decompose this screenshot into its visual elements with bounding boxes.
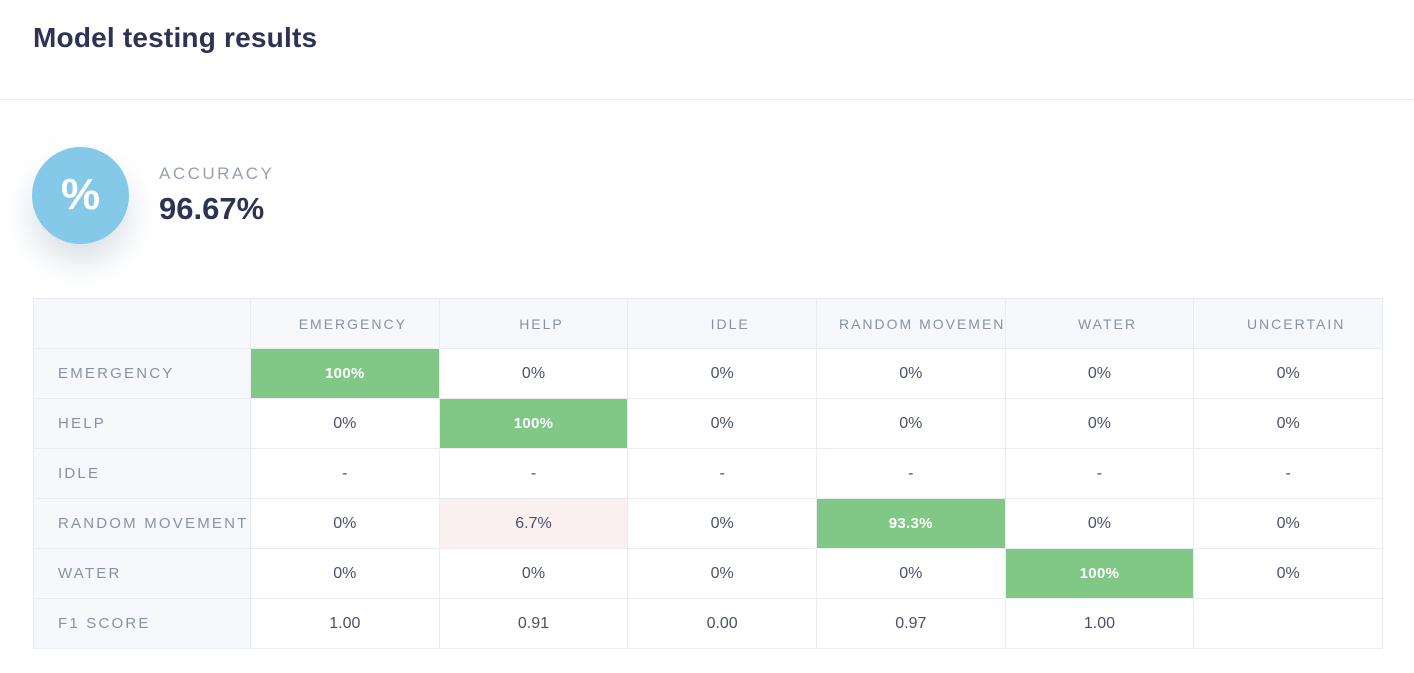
percent-icon-glyph: %: [60, 170, 101, 219]
matrix-cell: 0%: [1193, 398, 1383, 449]
row-label-idle: IDLE: [33, 448, 251, 499]
matrix-cell: -: [438, 448, 629, 499]
row-label-emergency: EMERGENCY: [33, 348, 251, 399]
matrix-cell: 0%: [815, 398, 1006, 449]
confusion-matrix-section: EMERGENCY HELP IDLE RANDOM MOVEMENT WATE…: [33, 298, 1383, 649]
matrix-cell: 0%: [815, 548, 1006, 599]
confusion-matrix-table: EMERGENCY HELP IDLE RANDOM MOVEMENT WATE…: [33, 298, 1383, 649]
accuracy-label: ACCURACY: [159, 163, 275, 183]
matrix-cell: -: [627, 448, 817, 499]
matrix-cell: 0%: [250, 398, 440, 449]
matrix-cell: -: [1193, 448, 1383, 499]
f1-score-cell: 0.91: [438, 598, 629, 649]
page-title: Model testing results: [33, 22, 318, 53]
page-header: Model testing results: [0, 0, 1414, 100]
f1-score-cell: 0.97: [815, 598, 1006, 649]
matrix-cell: 93.3%: [815, 498, 1006, 549]
matrix-cell: 0%: [1004, 348, 1195, 399]
accuracy-value: 96.67%: [159, 190, 265, 226]
matrix-cell: 0%: [438, 548, 629, 599]
accuracy-stat: % ACCURACY 96.67%: [32, 146, 1414, 244]
column-header-idle: IDLE: [627, 298, 817, 349]
matrix-cell: 0%: [250, 548, 440, 599]
row-label-help: HELP: [33, 398, 251, 449]
matrix-cell: 0%: [1193, 498, 1383, 549]
matrix-cell: 6.7%: [438, 498, 629, 549]
matrix-cell: 0%: [438, 348, 629, 399]
matrix-cell: 0%: [1193, 348, 1383, 399]
matrix-corner-cell: [33, 298, 251, 349]
matrix-cell: 0%: [815, 348, 1006, 399]
matrix-header-row: EMERGENCY HELP IDLE RANDOM MOVEMENT WATE…: [33, 298, 1383, 349]
matrix-cell: 0%: [250, 498, 440, 549]
matrix-row-random-movement: RANDOM MOVEMENT 0% 6.7% 0% 93.3% 0% 0%: [33, 498, 1383, 549]
row-label-f1-score: F1 SCORE: [33, 598, 251, 649]
percent-icon: %: [32, 146, 129, 244]
matrix-cell: 0%: [1193, 548, 1383, 599]
row-label-random-movement: RANDOM MOVEMENT: [33, 498, 251, 549]
matrix-cell: 0%: [1004, 498, 1195, 549]
row-label-water: WATER: [33, 548, 251, 599]
column-header-random-movement: RANDOM MOVEMENT: [815, 298, 1006, 349]
matrix-cell: 0%: [627, 348, 817, 399]
matrix-cell: -: [815, 448, 1006, 499]
f1-score-cell: [1193, 598, 1383, 649]
matrix-cell: 0%: [627, 498, 817, 549]
column-header-water: WATER: [1004, 298, 1195, 349]
matrix-row-emergency: EMERGENCY 100% 0% 0% 0% 0% 0%: [33, 348, 1383, 399]
matrix-cell: 100%: [1004, 548, 1195, 599]
matrix-cell: 0%: [1004, 398, 1195, 449]
matrix-cell: 100%: [250, 348, 440, 399]
matrix-row-f1-score: F1 SCORE 1.00 0.91 0.00 0.97 1.00: [33, 598, 1383, 649]
f1-score-cell: 1.00: [1004, 598, 1195, 649]
matrix-cell: 0%: [627, 548, 817, 599]
matrix-row-idle: IDLE - - - - - -: [33, 448, 1383, 499]
matrix-row-help: HELP 0% 100% 0% 0% 0% 0%: [33, 398, 1383, 449]
column-header-uncertain: UNCERTAIN: [1193, 298, 1383, 349]
f1-score-cell: 1.00: [250, 598, 440, 649]
matrix-row-water: WATER 0% 0% 0% 0% 100% 0%: [33, 548, 1383, 599]
matrix-cell: 100%: [438, 398, 629, 449]
column-header-help: HELP: [438, 298, 629, 349]
f1-score-cell: 0.00: [627, 598, 817, 649]
matrix-cell: -: [250, 448, 440, 499]
accuracy-text: ACCURACY 96.67%: [159, 164, 274, 227]
matrix-cell: 0%: [627, 398, 817, 449]
matrix-cell: -: [1004, 448, 1195, 499]
column-header-emergency: EMERGENCY: [250, 298, 440, 349]
